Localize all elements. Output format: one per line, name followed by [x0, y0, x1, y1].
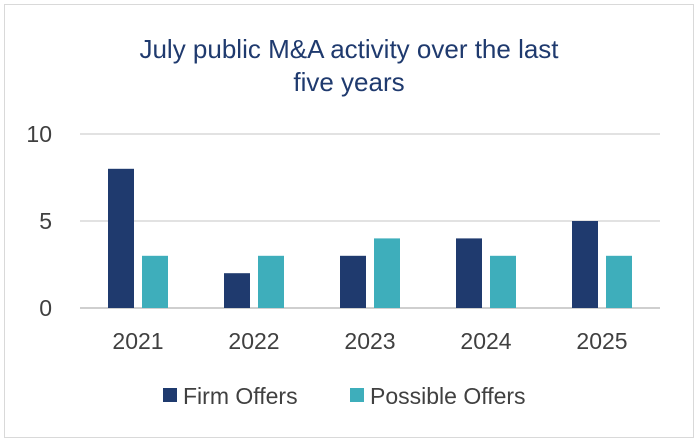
x-tick-label: 2024	[460, 328, 511, 354]
x-tick-label: 2022	[228, 328, 279, 354]
legend-swatch-possible-offers	[350, 388, 364, 402]
bar-possible-offers-2025	[606, 255, 632, 308]
bar-firm-offers-2024	[456, 238, 482, 308]
legend-label-firm-offers: Firm Offers	[183, 383, 298, 409]
x-tick-label: 2021	[112, 328, 163, 354]
bar-possible-offers-2021	[142, 255, 168, 308]
bar-possible-offers-2023	[374, 238, 400, 308]
chart-title-line-1: July public M&A activity over the last	[139, 34, 559, 64]
legend: Firm Offers Possible Offers	[163, 383, 526, 409]
y-tick-label: 0	[39, 295, 52, 321]
bar-firm-offers-2023	[340, 255, 366, 308]
bars	[108, 168, 632, 308]
y-tick-label: 10	[26, 121, 52, 147]
bar-firm-offers-2021	[108, 168, 134, 308]
bar-firm-offers-2022	[224, 273, 250, 308]
x-tick-label: 2025	[576, 328, 627, 354]
x-tick-label: 2023	[344, 328, 395, 354]
bar-possible-offers-2024	[490, 255, 516, 308]
bar-firm-offers-2025	[572, 221, 598, 308]
bar-possible-offers-2022	[258, 255, 284, 308]
x-axis-tick-labels: 2021 2022 2023 2024 2025	[112, 328, 627, 354]
chart-title: July public M&A activity over the last f…	[139, 34, 559, 97]
legend-swatch-firm-offers	[163, 388, 177, 402]
chart-title-line-2: five years	[293, 67, 404, 97]
gridlines	[80, 133, 660, 309]
y-axis-tick-labels: 0 5 10	[26, 121, 52, 321]
legend-label-possible-offers: Possible Offers	[370, 383, 526, 409]
y-tick-label: 5	[39, 208, 52, 234]
